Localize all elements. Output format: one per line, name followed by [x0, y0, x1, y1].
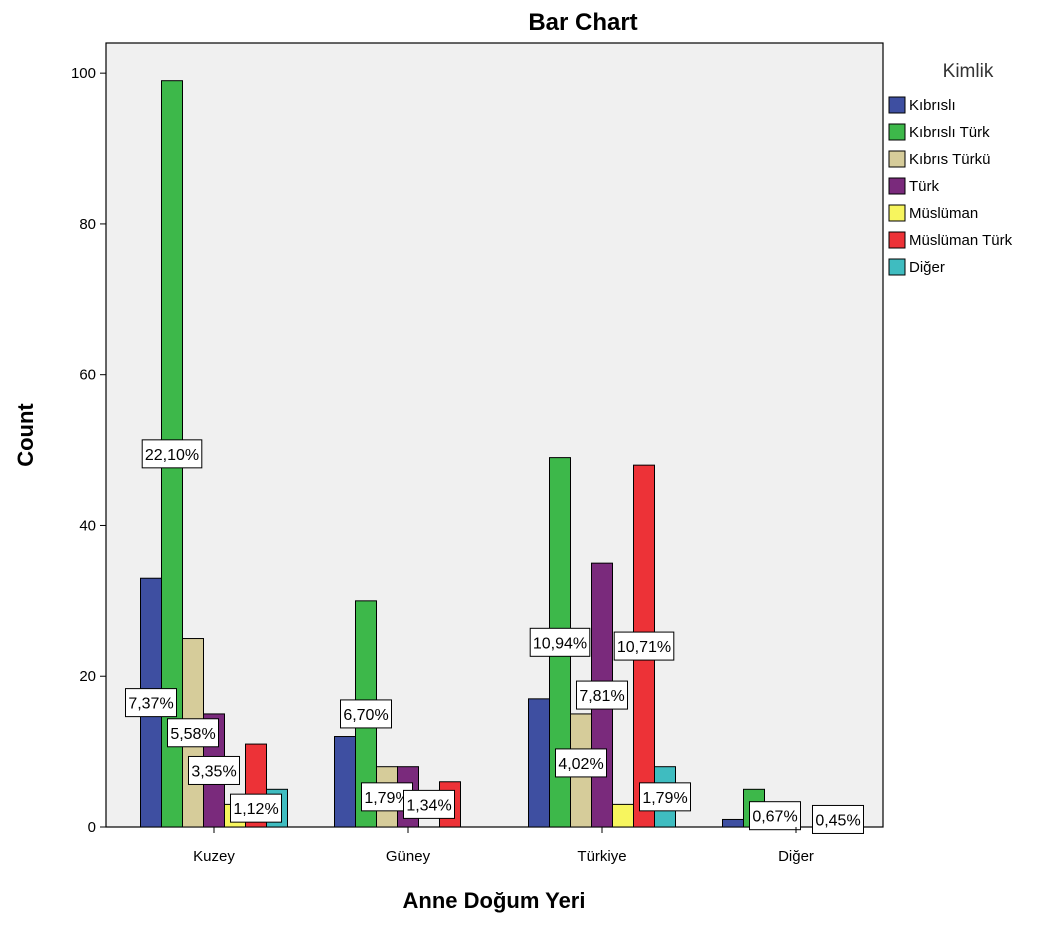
data-label-box	[167, 718, 219, 748]
data-label-text: 1,34%	[406, 797, 451, 814]
y-tick-label: 80	[79, 216, 96, 233]
y-tick-label: 20	[79, 668, 96, 685]
data-label-box	[125, 688, 177, 718]
x-tick-label: Kuzey	[193, 848, 235, 865]
chart-title: Bar Chart	[528, 9, 637, 36]
legend-title: Kimlik	[943, 61, 994, 82]
data-label-box	[340, 699, 392, 729]
data-label: 1,12%	[230, 793, 282, 823]
data-label: 10,94%	[529, 627, 591, 657]
data-label-box	[639, 782, 691, 812]
data-label-text: 0,67%	[752, 809, 797, 826]
data-label: 5,58%	[167, 718, 219, 748]
legend-item-label: Müslüman	[909, 205, 978, 222]
legend-swatch	[888, 150, 906, 168]
data-label-text: 22,10%	[145, 447, 199, 464]
data-label-text: 6,70%	[343, 707, 388, 724]
data-label-box	[749, 801, 801, 831]
data-label-box	[576, 680, 628, 710]
legend-item-label: Kıbrıs Türkü	[909, 151, 990, 168]
data-label: 6,70%	[340, 699, 392, 729]
data-label-box	[613, 631, 675, 661]
data-label: 1,79%	[639, 782, 691, 812]
legend-swatch	[888, 204, 906, 222]
data-label: 7,81%	[576, 680, 628, 710]
bar-3-0	[722, 818, 744, 828]
y-tick-label: 60	[79, 367, 96, 384]
data-label-box	[529, 627, 591, 657]
data-label-text: 10,94%	[533, 635, 587, 652]
x-tick-label: Güney	[386, 848, 431, 865]
x-tick-label: Türkiye	[577, 848, 626, 865]
data-label: 7,37%	[125, 688, 177, 718]
legend-swatch	[888, 123, 906, 141]
data-label-text: 5,58%	[170, 726, 215, 743]
legend-swatch	[888, 231, 906, 249]
data-label-box	[555, 748, 607, 778]
y-tick-label: 40	[79, 517, 96, 534]
data-label: 22,10%	[141, 439, 203, 469]
data-labels: 22,10%7,37%5,58%3,35%1,12%6,70%1,79%1,34…	[125, 439, 864, 834]
legend-item-label: Türk	[909, 178, 940, 195]
x-axis: Kuzey Güney Türkiye Diğer	[193, 827, 814, 865]
plot-area	[105, 42, 884, 828]
legend: Kimlik Kıbrıslı Kıbrıslı Türk Kıbrıs Türkü…	[888, 61, 1013, 276]
data-label: 0,67%	[749, 801, 801, 831]
legend-swatch	[888, 96, 906, 114]
data-label: 4,02%	[555, 748, 607, 778]
bar-2-4	[612, 803, 634, 828]
x-tick-label: Diğer	[778, 848, 814, 865]
bar-1-0	[334, 736, 356, 828]
data-label-box	[403, 789, 455, 819]
data-label-box	[230, 793, 282, 823]
data-label: 0,45%	[812, 804, 864, 834]
legend-item-label: Kıbrıslı Türk	[909, 124, 990, 141]
y-axis: 0 20 40 60 80 100	[71, 65, 106, 836]
legend-swatch	[888, 177, 906, 195]
data-label-text: 1,12%	[233, 801, 278, 818]
legend-swatch	[888, 258, 906, 276]
legend-item-label: Diğer	[909, 259, 945, 276]
y-axis-title: Count	[13, 403, 38, 467]
data-label-box	[188, 755, 240, 785]
data-label-text: 4,02%	[558, 756, 603, 773]
data-label-text: 1,79%	[364, 790, 409, 807]
legend-item-label: Kıbrıslı	[909, 97, 956, 114]
data-label: 3,35%	[188, 755, 240, 785]
x-axis-title: Anne Doğum Yeri	[403, 888, 586, 913]
data-label: 1,34%	[403, 789, 455, 819]
bar-2-0	[528, 698, 550, 828]
data-label-text: 1,79%	[642, 790, 687, 807]
y-tick-label: 100	[71, 65, 96, 82]
y-tick-label: 0	[88, 819, 96, 836]
data-label-box	[141, 439, 203, 469]
data-label-text: 3,35%	[191, 763, 236, 780]
data-label-text: 0,45%	[815, 812, 860, 829]
data-label-text: 7,81%	[579, 688, 624, 705]
data-label-text: 7,37%	[128, 696, 173, 713]
data-label-text: 10,71%	[617, 639, 671, 656]
legend-item-label: Müslüman Türk	[909, 232, 1013, 249]
data-label-box	[812, 804, 864, 834]
data-label: 10,71%	[613, 631, 675, 661]
